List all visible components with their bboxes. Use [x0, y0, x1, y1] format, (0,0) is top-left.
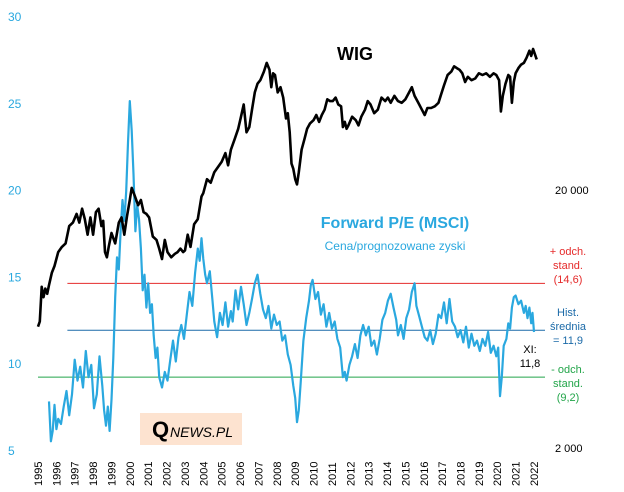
left-tick-label: 25 — [8, 97, 22, 111]
reference-label-1-line-1: średnia — [550, 321, 587, 333]
chart-title: WIG — [337, 44, 373, 64]
right-axis: 2 000 20 000 — [555, 185, 589, 455]
x-tick-label: 2001 — [143, 462, 155, 486]
current-value-label: XI: 11,8 — [520, 344, 541, 370]
series-line-wig — [36, 47, 538, 328]
x-tick-label: 2022 — [529, 462, 541, 486]
right-tick-label: 2 000 — [555, 443, 583, 455]
x-tick-label: 2003 — [180, 462, 192, 486]
x-tick-label: 2017 — [437, 462, 449, 486]
series-line-forward-p-e-msci — [47, 100, 536, 443]
reference-label-0-line-2: (14,6) — [554, 274, 583, 286]
x-tick-label: 2020 — [492, 462, 504, 486]
x-tick-label: 2013 — [364, 462, 376, 486]
x-tick-label: 1998 — [88, 462, 100, 486]
left-tick-label: 30 — [8, 10, 22, 24]
x-tick-label: 2008 — [272, 462, 284, 486]
x-tick-label: 2015 — [400, 462, 412, 486]
pe-series — [47, 100, 536, 443]
pe-subtitle: Cena/prognozowane zyski — [325, 239, 466, 253]
reference-label-1-line-0: Hist. — [557, 307, 579, 319]
qnews-logo: Q NEWS.PL — [140, 413, 242, 445]
reference-label-1-line-2: = 11,9 — [553, 335, 583, 347]
reference-label-0-line-1: stand. — [553, 260, 583, 272]
x-tick-label: 2009 — [290, 462, 302, 486]
x-tick-label: 2006 — [235, 462, 247, 486]
x-tick-label: 2007 — [253, 462, 265, 486]
x-tick-label: 2016 — [419, 462, 431, 486]
x-tick-label: 2000 — [125, 462, 137, 486]
x-tick-label: 2010 — [309, 462, 321, 486]
x-axis: 1995 1996 1997 1998 1999 2000 2001 2002 2003 2004… — [33, 462, 541, 486]
reference-label-2-line-0: - odch. — [551, 364, 585, 376]
reference-label-2-line-1: stand. — [553, 378, 583, 390]
left-tick-label: 5 — [8, 444, 15, 458]
x-tick-label: 2018 — [456, 462, 468, 486]
pe-title: Forward P/E (MSCI) — [321, 215, 469, 232]
current-label-line-2: 11,8 — [520, 358, 541, 370]
left-axis: 5 10 15 20 25 30 — [8, 10, 22, 458]
x-tick-label: 1996 — [51, 462, 63, 486]
reference-label-0-line-0: + odch. — [550, 246, 586, 258]
x-tick-label: 2004 — [198, 462, 210, 486]
left-tick-label: 10 — [8, 357, 22, 371]
x-tick-label: 2021 — [511, 462, 523, 486]
x-tick-label: 1999 — [106, 462, 118, 486]
x-tick-label: 2011 — [327, 462, 339, 486]
current-label-line-1: XI: — [523, 344, 536, 356]
x-tick-label: 2002 — [162, 462, 174, 486]
x-tick-label: 2012 — [345, 462, 357, 486]
logo-background — [140, 413, 242, 445]
reference-label-2-line-2: (9,2) — [557, 392, 580, 404]
x-tick-label: 2005 — [217, 462, 229, 486]
x-tick-label: 2014 — [382, 462, 394, 486]
left-tick-label: 15 — [8, 270, 22, 284]
x-tick-label: 1995 — [33, 462, 45, 486]
x-tick-label: 2019 — [474, 462, 486, 486]
right-tick-label: 20 000 — [555, 185, 589, 197]
x-tick-label: 1997 — [70, 462, 82, 486]
logo-brand: NEWS.PL — [170, 424, 233, 440]
reference-labels: + odch. stand. (14,6) Hist. średnia = 11,9 - o… — [550, 246, 587, 404]
wig-series — [36, 47, 538, 328]
logo-q: Q — [152, 417, 169, 442]
left-tick-label: 20 — [8, 184, 22, 198]
